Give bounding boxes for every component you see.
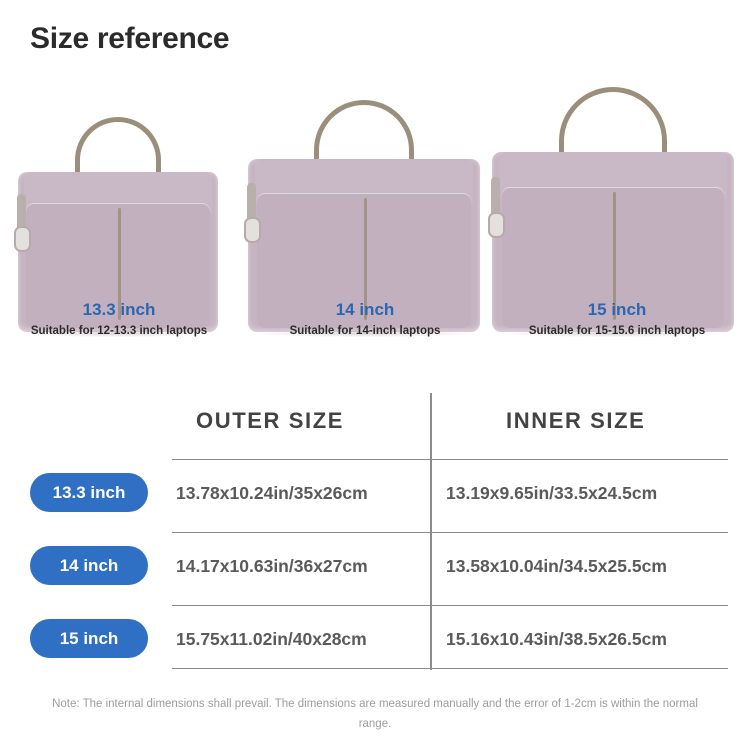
table-column-divider (430, 393, 432, 670)
caption-suitability: Suitable for 14-inch laptops (289, 325, 441, 337)
table-header-outer-size: OUTER SIZE (196, 408, 345, 433)
laptop-bag-15-inch-image (488, 87, 734, 337)
bag-body (14, 172, 218, 332)
bag-handle (314, 100, 414, 192)
table-rule (172, 459, 728, 461)
bag-zipper (491, 177, 500, 221)
bag-pocket-seam (613, 192, 616, 320)
caption-suitability: Suitable for 12-13.3 inch laptops (30, 325, 208, 337)
bag-pocket-seam (118, 208, 121, 320)
row-inner-15-inch: 15.16x10.43in/38.5x26.5cm (446, 629, 667, 649)
caption-15-inch: 15 inch Suitable for 15-15.6 inch laptop… (492, 300, 742, 337)
product-gallery (0, 72, 750, 337)
row-inner-13-3-inch: 13.19x9.65in/33.5x24.5cm (446, 483, 658, 503)
bag-handle (559, 87, 667, 187)
page-title: Size reference (30, 22, 230, 55)
row-outer-15-inch: 15.75x11.02in/40x28cm (176, 629, 367, 649)
bag-body (488, 152, 734, 332)
caption-size-label: 15 inch (587, 300, 647, 319)
caption-13-3-inch: 13.3 inch Suitable for 12-13.3 inch lapt… (0, 300, 238, 337)
bag-front-pocket (257, 194, 471, 328)
caption-suitability: Suitable for 15-15.6 inch laptops (528, 325, 706, 337)
bag-handle (75, 117, 161, 197)
table-rule (172, 532, 728, 534)
product-14-inch (244, 100, 480, 337)
bag-zipper (247, 183, 256, 225)
laptop-bag-13-3-inch-image (14, 117, 218, 337)
bag-front-pocket (501, 188, 725, 328)
measurement-note: Note: The internal dimensions shall prev… (52, 698, 698, 730)
product-13-3-inch (14, 117, 218, 337)
laptop-bag-14-inch-image (244, 100, 480, 337)
row-badge-13-3-inch[interactable]: 13.3 inch (30, 473, 148, 512)
table-rule (172, 668, 728, 670)
table-rule (172, 605, 728, 607)
bag-zipper-pull (14, 226, 31, 252)
caption-size-label: 14 inch (335, 300, 395, 319)
row-outer-13-3-inch: 13.78x10.24in/35x26cm (176, 483, 368, 503)
caption-size-label: 13.3 inch (82, 300, 156, 319)
size-table: OUTER SIZE INNER SIZE 13.3 inch 13.78x10… (0, 385, 750, 670)
table-header-inner-size: INNER SIZE (506, 408, 646, 433)
bag-zipper (17, 194, 26, 234)
row-badge-14-inch[interactable]: 14 inch (30, 546, 148, 585)
product-15-inch (488, 87, 734, 337)
bag-body (244, 159, 480, 332)
caption-14-inch: 14 inch Suitable for 14-inch laptops (245, 300, 485, 337)
row-inner-14-inch: 13.58x10.04in/34.5x25.5cm (446, 556, 667, 576)
row-badge-15-inch[interactable]: 15 inch (30, 619, 148, 658)
bag-pocket-seam (364, 198, 367, 320)
bag-shadow (26, 330, 210, 337)
bag-shadow (257, 330, 471, 337)
bag-zipper-pull (244, 217, 261, 243)
bag-zipper-pull (488, 212, 505, 238)
row-outer-14-inch: 14.17x10.63in/36x27cm (176, 556, 368, 576)
bag-shadow (501, 330, 725, 337)
